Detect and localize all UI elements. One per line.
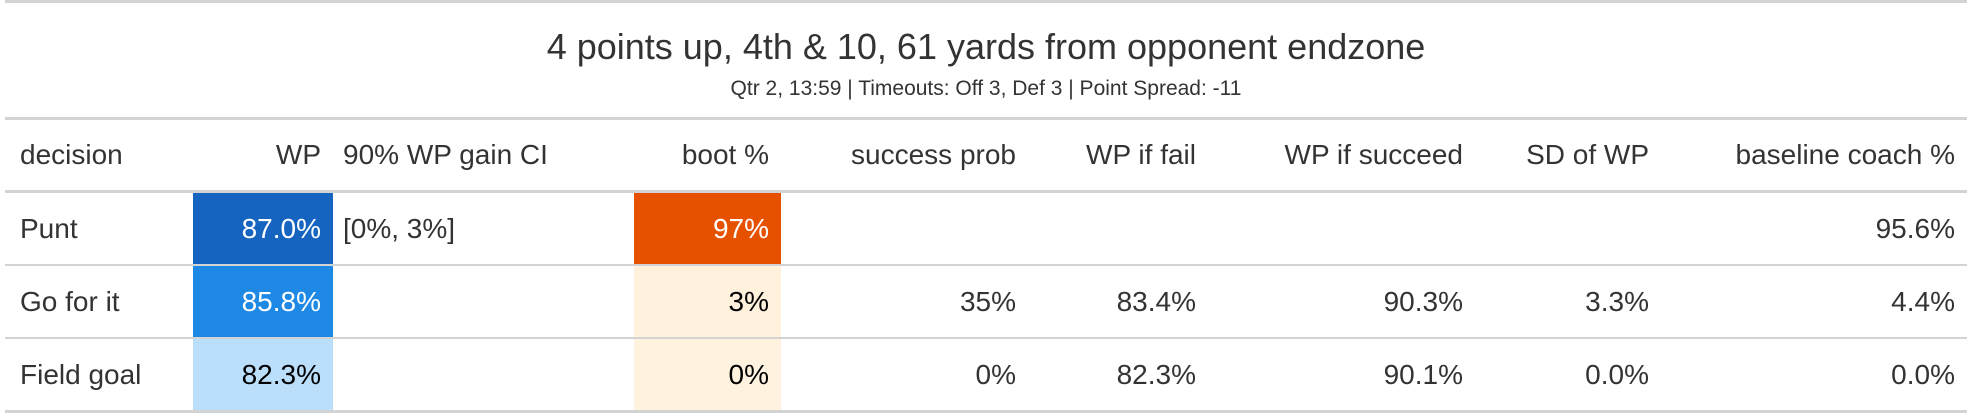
cell-wp-fail: 83.4% (1028, 265, 1208, 339)
cell-success-prob: 0% (781, 338, 1028, 413)
table-title: 4 points up, 4th & 10, 61 yards from opp… (546, 26, 1426, 67)
cell-baseline: 95.6% (1661, 191, 1967, 266)
cell-wp-fail (1028, 191, 1208, 266)
cell-wp-succeed: 90.1% (1208, 338, 1475, 413)
cell-wp: 82.3% (193, 338, 333, 413)
col-header-wp-succeed: WP if succeed (1208, 120, 1475, 193)
table-row: Field goal 82.3% 0% 0% 82.3% 90.1% 0.0% … (5, 338, 1967, 413)
table-header: 4 points up, 4th & 10, 61 yards from opp… (5, 3, 1967, 120)
column-header-row: decision WP 90% WP gain CI boot % succes… (5, 120, 1967, 193)
cell-wp-fail: 82.3% (1028, 338, 1208, 413)
cell-success-prob: 35% (781, 265, 1028, 339)
table-subtitle: Qtr 2, 13:59 | Timeouts: Off 3, Def 3 | … (730, 77, 1242, 100)
cell-decision: Punt (5, 191, 193, 266)
cell-wp: 85.8% (193, 265, 333, 339)
cell-boot: 3% (634, 265, 781, 339)
table-row: Punt 87.0% [0%, 3%] 97% 95.6% (5, 191, 1967, 266)
cell-boot: 97% (634, 191, 781, 266)
decision-table: decision WP 90% WP gain CI boot % succes… (5, 120, 1967, 413)
cell-decision: Field goal (5, 338, 193, 413)
cell-decision: Go for it (5, 265, 193, 339)
decision-table-container: 4 points up, 4th & 10, 61 yards from opp… (5, 0, 1967, 413)
cell-wp: 87.0% (193, 191, 333, 266)
cell-ci (333, 265, 634, 339)
cell-sd (1475, 191, 1661, 266)
col-header-boot: boot % (634, 120, 781, 193)
cell-baseline: 0.0% (1661, 338, 1967, 413)
col-header-decision: decision (5, 120, 193, 193)
col-header-sd: SD of WP (1475, 120, 1661, 193)
cell-wp-succeed (1208, 191, 1475, 266)
col-header-success-prob: success prob (781, 120, 1028, 193)
cell-sd: 3.3% (1475, 265, 1661, 339)
cell-sd: 0.0% (1475, 338, 1661, 413)
cell-baseline: 4.4% (1661, 265, 1967, 339)
table-row: Go for it 85.8% 3% 35% 83.4% 90.3% 3.3% … (5, 265, 1967, 339)
col-header-ci: 90% WP gain CI (333, 120, 634, 193)
cell-ci (333, 338, 634, 413)
cell-ci: [0%, 3%] (333, 191, 634, 266)
col-header-wp: WP (193, 120, 333, 193)
cell-boot: 0% (634, 338, 781, 413)
cell-success-prob (781, 191, 1028, 266)
col-header-wp-fail: WP if fail (1028, 120, 1208, 193)
col-header-baseline: baseline coach % (1661, 120, 1967, 193)
cell-wp-succeed: 90.3% (1208, 265, 1475, 339)
